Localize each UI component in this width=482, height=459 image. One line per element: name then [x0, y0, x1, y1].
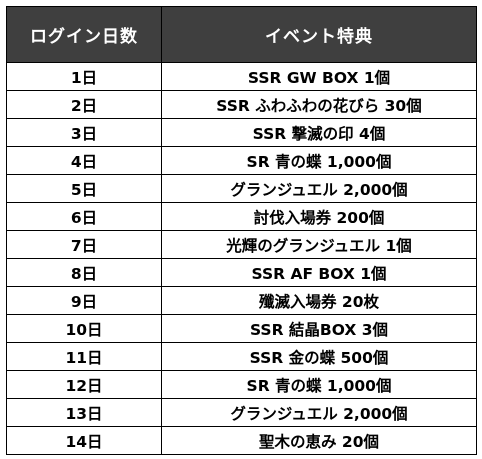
bonus-cell: 討伐入場券 200個 [161, 202, 477, 231]
bonus-cell: SSR AF BOX 1個 [161, 258, 477, 287]
table-row: 13日 グランジュエル 2,000個 [6, 398, 477, 427]
day-cell: 3日 [6, 118, 162, 147]
table-row: 6日 討伐入場券 200個 [6, 202, 477, 231]
table-row: 3日 SSR 撃滅の印 4個 [6, 118, 477, 147]
bonus-cell: SR 青の蝶 1,000個 [161, 146, 477, 175]
table-row: 2日 SSR ふわふわの花びら 30個 [6, 90, 477, 119]
table-row: 5日 グランジュエル 2,000個 [6, 174, 477, 203]
day-cell: 10日 [6, 314, 162, 343]
day-cell: 5日 [6, 174, 162, 203]
bonus-cell: SSR 結晶BOX 3個 [161, 314, 477, 343]
day-cell: 7日 [6, 230, 162, 259]
bonus-cell: SSR ふわふわの花びら 30個 [161, 90, 477, 119]
table-row: 9日 殲滅入場券 20枚 [6, 286, 477, 315]
table-row: 7日 光輝のグランジュエル 1個 [6, 230, 477, 259]
day-cell: 6日 [6, 202, 162, 231]
table-header-row: ログイン日数 イベント特典 [6, 6, 477, 63]
bonus-cell: グランジュエル 2,000個 [161, 398, 477, 427]
table-row: 1日 SSR GW BOX 1個 [6, 62, 477, 91]
day-cell: 4日 [6, 146, 162, 175]
day-cell: 13日 [6, 398, 162, 427]
day-cell: 14日 [6, 426, 162, 455]
column-header-event-bonus: イベント特典 [161, 6, 477, 63]
day-cell: 11日 [6, 342, 162, 371]
table-row: 12日 SR 青の蝶 1,000個 [6, 370, 477, 399]
bonus-cell: SSR 撃滅の印 4個 [161, 118, 477, 147]
bonus-cell: SSR GW BOX 1個 [161, 62, 477, 91]
bonus-cell: 光輝のグランジュエル 1個 [161, 230, 477, 259]
day-cell: 9日 [6, 286, 162, 315]
day-cell: 1日 [6, 62, 162, 91]
table-row: 4日 SR 青の蝶 1,000個 [6, 146, 477, 175]
day-cell: 12日 [6, 370, 162, 399]
table-row: 8日 SSR AF BOX 1個 [6, 258, 477, 287]
day-cell: 8日 [6, 258, 162, 287]
table-row: 14日 聖木の恵み 20個 [6, 426, 477, 455]
login-bonus-table: ログイン日数 イベント特典 1日 SSR GW BOX 1個 2日 SSR ふわ… [6, 6, 477, 455]
day-cell: 2日 [6, 90, 162, 119]
table-row: 10日 SSR 結晶BOX 3個 [6, 314, 477, 343]
bonus-cell: SSR 金の蝶 500個 [161, 342, 477, 371]
bonus-cell: 殲滅入場券 20枚 [161, 286, 477, 315]
table-row: 11日 SSR 金の蝶 500個 [6, 342, 477, 371]
bonus-cell: 聖木の恵み 20個 [161, 426, 477, 455]
column-header-login-days: ログイン日数 [6, 6, 162, 63]
bonus-cell: SR 青の蝶 1,000個 [161, 370, 477, 399]
bonus-cell: グランジュエル 2,000個 [161, 174, 477, 203]
